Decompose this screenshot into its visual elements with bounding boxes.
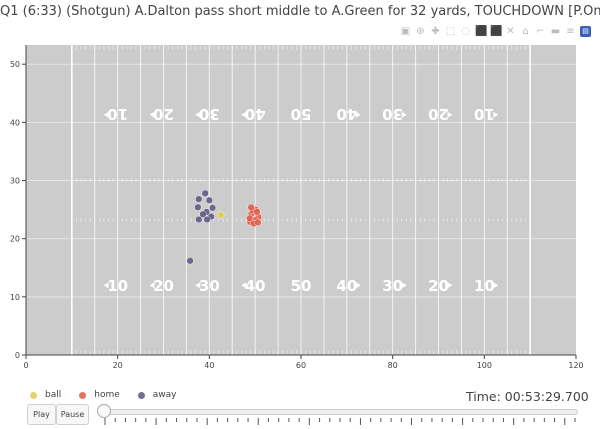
y-tick-label: 0 — [15, 351, 20, 360]
yard-number-bottom: 10 — [107, 277, 128, 295]
yard-number-bottom: 30 — [199, 277, 220, 295]
yard-number-bottom: 40 — [245, 277, 266, 295]
yard-arrow-bottom — [493, 282, 499, 289]
zoom-in-icon[interactable]: ⬛ — [475, 26, 488, 37]
time-readout: Time: 00:53:29.700 — [466, 389, 589, 404]
y-tick-label: 10 — [10, 293, 20, 302]
legend-marker-icon — [137, 391, 145, 399]
play-button[interactable]: Play — [27, 404, 56, 425]
legend-item-home[interactable]: home — [79, 390, 120, 400]
y-tick-label: 30 — [10, 177, 20, 186]
camera-icon[interactable]: ▣ — [400, 26, 411, 37]
modebar: ▣ ⊕ ✚ ⬚ ◌ ⬛ ⬛ ✕ ⌂ ⌐ ▬ ≡ ▤ — [400, 26, 591, 40]
home-marker[interactable] — [246, 214, 254, 222]
x-tick-label: 120 — [568, 361, 583, 370]
autoscale-icon[interactable]: ✕ — [506, 26, 515, 37]
yard-number-top: 40 — [245, 105, 266, 123]
away-marker[interactable] — [201, 189, 209, 197]
x-tick-label: 40 — [204, 361, 214, 370]
yard-arrow-top — [103, 111, 109, 118]
legend-item-away[interactable]: away — [137, 390, 177, 400]
home-marker[interactable] — [253, 208, 261, 216]
yard-number-top: 20 — [428, 105, 449, 123]
yard-arrow-top — [195, 111, 201, 118]
legend-label: ball — [45, 390, 62, 400]
yard-number-top: 30 — [382, 105, 403, 123]
hover-closest-icon[interactable]: ▬ — [550, 26, 561, 37]
away-marker[interactable] — [195, 195, 203, 203]
yard-arrow-bottom — [241, 282, 247, 289]
legend-marker-icon — [79, 391, 87, 399]
animation-slider-track[interactable] — [103, 409, 578, 415]
away-marker[interactable] — [203, 215, 211, 224]
x-tick-label: 80 — [388, 361, 398, 370]
hover-compare-icon[interactable]: ≡ — [566, 26, 575, 37]
y-tick-label: 50 — [10, 60, 20, 69]
legend-label: home — [94, 390, 120, 400]
yard-number-bottom: 40 — [336, 277, 357, 295]
yard-arrow-bottom — [401, 282, 407, 289]
zoom-out-icon[interactable]: ⬛ — [490, 26, 503, 37]
yard-arrow-bottom — [355, 282, 361, 289]
zoom-icon[interactable]: ⊕ — [416, 26, 425, 37]
away-marker[interactable] — [205, 196, 213, 204]
legend: ball home away — [30, 390, 194, 400]
yard-number-top: 20 — [153, 105, 174, 123]
chart-title: Q1 (6:33) (Shotgun) A.Dalton pass short … — [0, 4, 600, 19]
plotly-logo-icon[interactable]: ▤ — [580, 26, 591, 37]
x-tick-label: 20 — [113, 361, 123, 370]
yard-number-top: 10 — [474, 105, 495, 123]
yard-number-top: 30 — [199, 105, 220, 123]
yard-arrow-bottom — [149, 282, 155, 289]
yard-number-bottom: 20 — [428, 277, 449, 295]
yard-number-top: 10 — [107, 105, 128, 123]
yard-arrow-top — [493, 111, 499, 118]
x-tick-label: 60 — [296, 361, 306, 370]
y-tick-label: 20 — [10, 235, 20, 244]
home-marker[interactable] — [254, 218, 262, 227]
away-marker[interactable] — [194, 203, 202, 211]
legend-item-ball[interactable]: ball — [30, 390, 61, 400]
legend-label: away — [152, 390, 177, 400]
yard-arrow-top — [447, 111, 453, 118]
away-marker[interactable] — [208, 204, 217, 212]
spike-icon[interactable]: ⌐ — [536, 26, 545, 37]
yard-number-top: 40 — [336, 105, 357, 123]
yard-number-top: 50 — [291, 105, 312, 123]
ball-marker[interactable] — [217, 211, 225, 219]
yard-arrow-top — [241, 111, 247, 118]
away-marker[interactable] — [195, 215, 203, 224]
away-marker[interactable] — [199, 210, 207, 218]
x-tick-label: 100 — [477, 361, 492, 370]
yard-arrow-top — [401, 111, 407, 118]
x-tick-label: 0 — [23, 361, 28, 370]
pan-icon[interactable]: ✚ — [431, 26, 440, 37]
yard-arrow-bottom — [447, 282, 453, 289]
slider-ticks — [104, 418, 576, 425]
yard-arrow-bottom — [103, 282, 109, 289]
yard-number-bottom: 10 — [474, 277, 495, 295]
pause-button[interactable]: Pause — [56, 404, 89, 425]
home-marker[interactable] — [247, 203, 255, 211]
yard-arrow-bottom — [195, 282, 201, 289]
legend-marker-icon — [30, 391, 37, 399]
box-select-icon[interactable]: ⬚ — [445, 26, 456, 37]
yard-number-bottom: 30 — [382, 277, 403, 295]
animation-slider-handle[interactable] — [97, 404, 111, 418]
yard-number-bottom: 20 — [153, 277, 174, 295]
y-tick-label: 40 — [10, 118, 20, 127]
yard-arrow-top — [355, 111, 361, 118]
yard-arrow-top — [149, 111, 155, 118]
reset-icon[interactable]: ⌂ — [522, 26, 529, 37]
away-marker[interactable] — [186, 257, 194, 265]
lasso-icon[interactable]: ◌ — [461, 26, 470, 37]
yard-number-bottom: 50 — [291, 277, 312, 295]
